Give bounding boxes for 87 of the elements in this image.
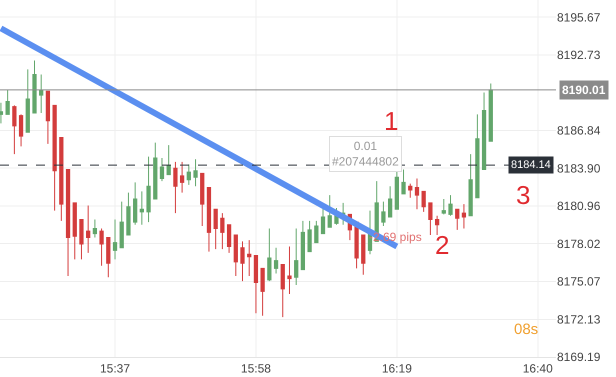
candlestick: [428, 202, 433, 236]
y-tick-label: 8195.67: [557, 10, 601, 24]
y-tick-label: 8192.73: [557, 48, 601, 62]
candlestick: [408, 183, 412, 198]
y-tick-label: 8186.84: [557, 124, 601, 138]
candlestick: [66, 169, 70, 277]
annotation: -2.69 pips: [369, 230, 422, 244]
y-tick-label: 8183.90: [557, 161, 601, 176]
ref-line-label: 8184.14: [511, 159, 551, 171]
ref-line-label: 8190.01: [562, 83, 606, 97]
candlestick: [166, 144, 171, 176]
candlestick: [260, 268, 265, 316]
candlestick: [133, 182, 138, 226]
candlestick: [6, 89, 10, 115]
candlestick: [462, 204, 466, 230]
x-tick-label: 16:19: [382, 361, 412, 376]
candlestick: [361, 234, 366, 276]
candlestick: [180, 161, 184, 194]
candlestick: [186, 164, 191, 186]
candlestick: [112, 219, 118, 260]
candlestick: [234, 234, 238, 277]
candlestick: [488, 83, 493, 142]
candlestick: [140, 190, 144, 226]
candlestick: [434, 215, 440, 236]
y-tick-label: 8172.13: [557, 312, 601, 326]
candlestick: [468, 154, 473, 216]
candlestick: [328, 194, 332, 228]
x-tick-label: 15:37: [100, 361, 130, 376]
candlestick: [32, 60, 37, 114]
candlestick: [254, 254, 258, 314]
candlestick: [448, 194, 453, 216]
x-tick-label: 15:58: [240, 361, 272, 376]
candlestick: [92, 219, 98, 238]
candlestick: [455, 208, 460, 230]
candlestick: [18, 114, 24, 147]
y-tick-label: 8169.19: [557, 350, 601, 364]
candlestick: [300, 220, 306, 270]
y-tick-label: 8178.02: [557, 236, 601, 251]
candlestick: [247, 240, 252, 277]
candlestick: [240, 240, 245, 282]
y-tick-label: 8180.96: [557, 199, 601, 214]
annotation: 1: [384, 106, 398, 136]
candlestick: [422, 190, 426, 212]
candlestick: [46, 90, 50, 144]
candlestick: [12, 104, 17, 155]
candlestick: [220, 212, 224, 250]
y-tick-label: 8175.07: [557, 274, 601, 289]
candlestick: [442, 198, 446, 215]
candlestick: [287, 246, 292, 294]
candlestick: [200, 172, 204, 226]
annotation: 2: [435, 230, 450, 260]
candlestick: [59, 136, 64, 222]
candlestick: [294, 228, 298, 286]
candlestick: [414, 178, 420, 210]
candlestick: [160, 157, 164, 182]
candlestick: [173, 161, 178, 214]
candlestick: [86, 204, 90, 254]
candlestick: [401, 169, 406, 194]
annotation: 3: [516, 180, 530, 210]
candlestick: [99, 228, 104, 266]
candlestick: [126, 192, 131, 236]
candlestick: [72, 202, 77, 260]
candlestick: [39, 74, 44, 114]
candlestick: [79, 219, 84, 260]
candlestick: [153, 142, 158, 200]
candlestick: [206, 186, 212, 252]
candlestick: [482, 92, 486, 170]
candlestick: [267, 228, 272, 282]
candlestick: [314, 220, 318, 244]
candlestick: [26, 68, 30, 133]
candlestick: [52, 104, 57, 212]
candlestick: [146, 156, 151, 223]
candlestick: [388, 186, 392, 218]
candlestick: [226, 224, 232, 254]
candlestick: [307, 220, 312, 252]
candlestick: [475, 114, 480, 198]
candlestick: [120, 201, 124, 248]
candlestick: [193, 158, 198, 187]
candlestick: [381, 201, 386, 226]
candlestick: [214, 208, 218, 250]
candlestick: [106, 237, 110, 278]
candlestick: [280, 264, 285, 318]
annotation: 08s: [514, 321, 538, 338]
candlestick: [274, 247, 278, 274]
x-tick-label: 16:40: [522, 361, 554, 376]
annotation: 0.01 #207444802: [332, 139, 400, 169]
candlestick: [394, 170, 399, 210]
